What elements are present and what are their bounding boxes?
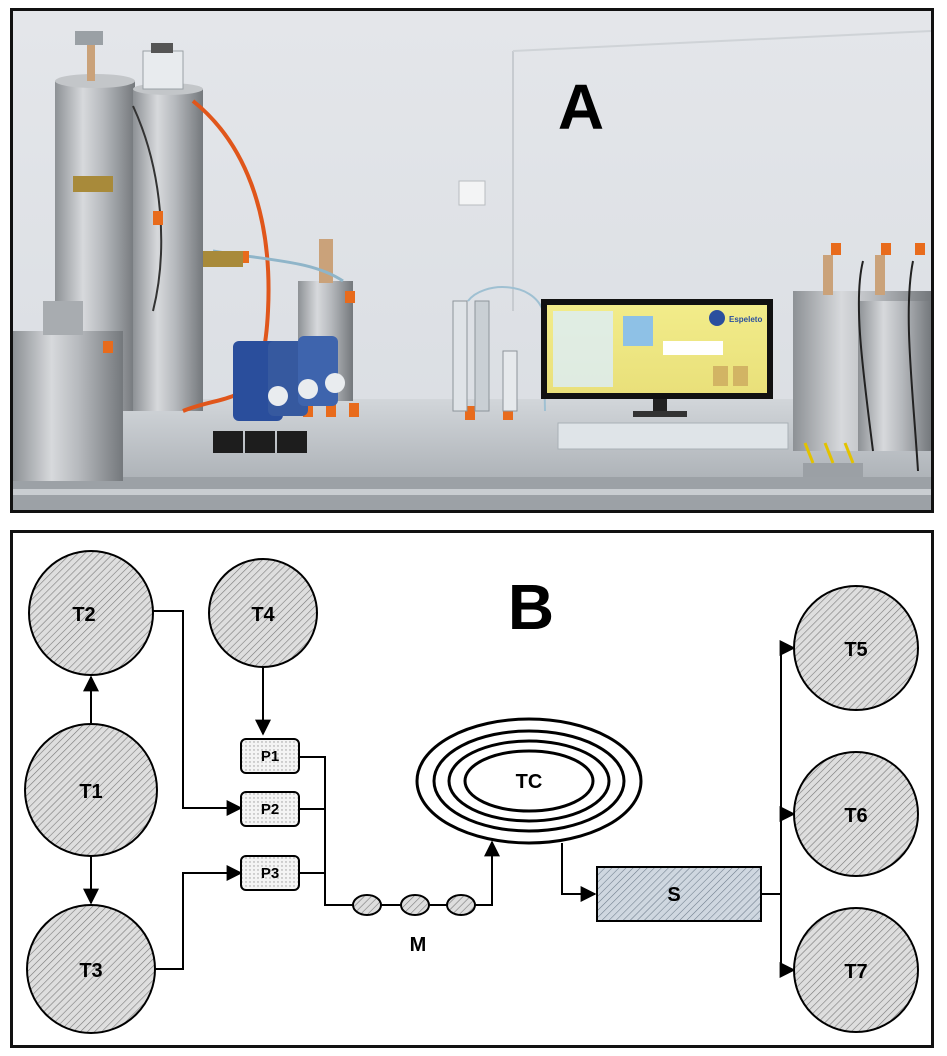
tank-t3-label: T3 (79, 960, 102, 982)
tank-t2: T2 (28, 550, 154, 676)
monitor: Espeleto (541, 299, 773, 417)
monitor-brand: Espeleto (729, 315, 762, 324)
mixer-element-3 (446, 894, 476, 916)
coil-label: TC (516, 771, 543, 793)
tank-t3: T3 (26, 904, 156, 1034)
pump-p3: P3 (240, 855, 300, 891)
mixer-label: M (410, 934, 427, 956)
dosing-pumps (233, 336, 345, 421)
tank-t4: T4 (208, 558, 318, 668)
pump-p2: P2 (240, 791, 300, 827)
tubular-coil: TC (415, 717, 643, 845)
panel-b-diagram: B (10, 530, 934, 1048)
mixer-element-2 (400, 894, 430, 916)
tank-t2-label: T2 (72, 604, 95, 626)
pump-p1-label: P1 (261, 748, 279, 765)
tank-t6-label: T6 (844, 805, 867, 827)
tall-tank-right (133, 89, 203, 411)
mixer-element-1 (352, 894, 382, 916)
tank-t5-label: T5 (844, 639, 867, 661)
tank-t4-label: T4 (251, 604, 275, 626)
panel-a-label: A (558, 71, 604, 143)
pump-p3-label: P3 (261, 865, 279, 882)
flow-diagram: B (24, 550, 919, 1034)
tank-t5: T5 (793, 585, 919, 711)
tank-t1: T1 (24, 723, 158, 857)
panel-a-photo: Espeleto A (10, 8, 934, 513)
tank-t7: T7 (793, 907, 919, 1033)
tank-t7-label: T7 (844, 961, 867, 983)
panel-b-label: B (508, 571, 554, 643)
tank-t1-label: T1 (79, 781, 102, 803)
separator-label: S (667, 884, 680, 906)
connectors (83, 610, 796, 978)
pump-p1: P1 (240, 738, 300, 774)
pump-p2-label: P2 (261, 801, 279, 818)
tank-t6: T6 (793, 751, 919, 877)
separator: S (596, 866, 762, 922)
lab-setup-illustration: Espeleto A (13, 11, 931, 510)
static-mixer: M (352, 894, 476, 956)
